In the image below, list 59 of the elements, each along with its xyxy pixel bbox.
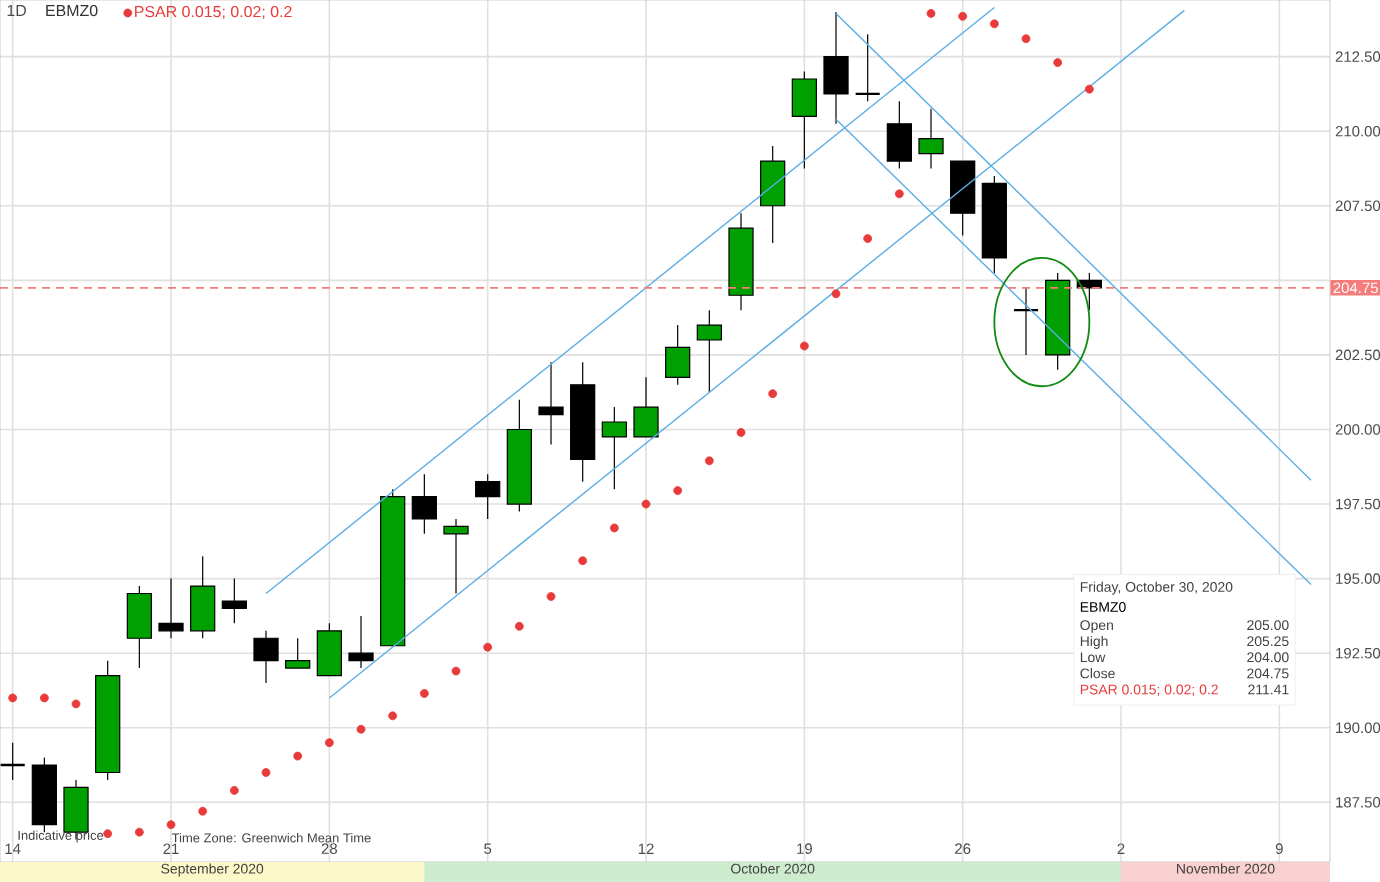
candlestick	[1012, 287, 1040, 356]
candlestick	[158, 578, 184, 639]
candlestick	[665, 324, 691, 386]
point	[229, 785, 239, 795]
point	[134, 827, 144, 837]
point	[261, 768, 271, 777]
point	[419, 689, 429, 698]
candlestick	[475, 473, 501, 520]
point	[736, 428, 746, 437]
point	[39, 693, 49, 703]
point	[514, 621, 524, 631]
point	[451, 666, 461, 676]
point	[704, 456, 714, 466]
point	[483, 642, 493, 652]
candlestick	[696, 309, 722, 393]
point	[641, 499, 651, 509]
point	[578, 556, 588, 566]
point	[863, 234, 873, 243]
candlestick	[253, 630, 279, 684]
point	[958, 11, 968, 21]
point	[894, 189, 904, 199]
candlestick	[126, 585, 152, 669]
candlestick	[0, 742, 26, 781]
candlestick	[221, 578, 247, 624]
candlestick	[190, 555, 216, 639]
point	[799, 341, 809, 351]
point	[324, 738, 334, 748]
point	[356, 724, 366, 734]
point	[673, 486, 683, 496]
candlestick	[443, 518, 469, 595]
point	[293, 751, 303, 761]
point	[1084, 84, 1094, 94]
candlestick	[348, 615, 374, 669]
candlestick	[791, 70, 817, 170]
point	[926, 8, 936, 18]
candlestick	[760, 145, 786, 244]
candlestick	[823, 11, 849, 125]
candlestick	[601, 406, 627, 490]
point	[546, 592, 556, 601]
candlestick	[886, 100, 912, 170]
point	[388, 711, 398, 721]
point	[8, 693, 18, 703]
point	[831, 289, 841, 299]
point	[71, 699, 81, 709]
candlestick	[285, 637, 311, 669]
candlestick	[633, 376, 659, 438]
candlestick	[538, 361, 564, 445]
candlestick	[411, 473, 437, 535]
candlestick	[854, 33, 881, 102]
point	[1021, 34, 1031, 44]
candlestick	[316, 622, 342, 677]
point	[609, 523, 619, 533]
candlestick	[918, 108, 944, 170]
point	[1053, 58, 1063, 67]
point	[103, 829, 113, 839]
point	[989, 19, 999, 29]
point	[198, 806, 208, 816]
point	[768, 389, 778, 399]
point	[166, 820, 176, 830]
